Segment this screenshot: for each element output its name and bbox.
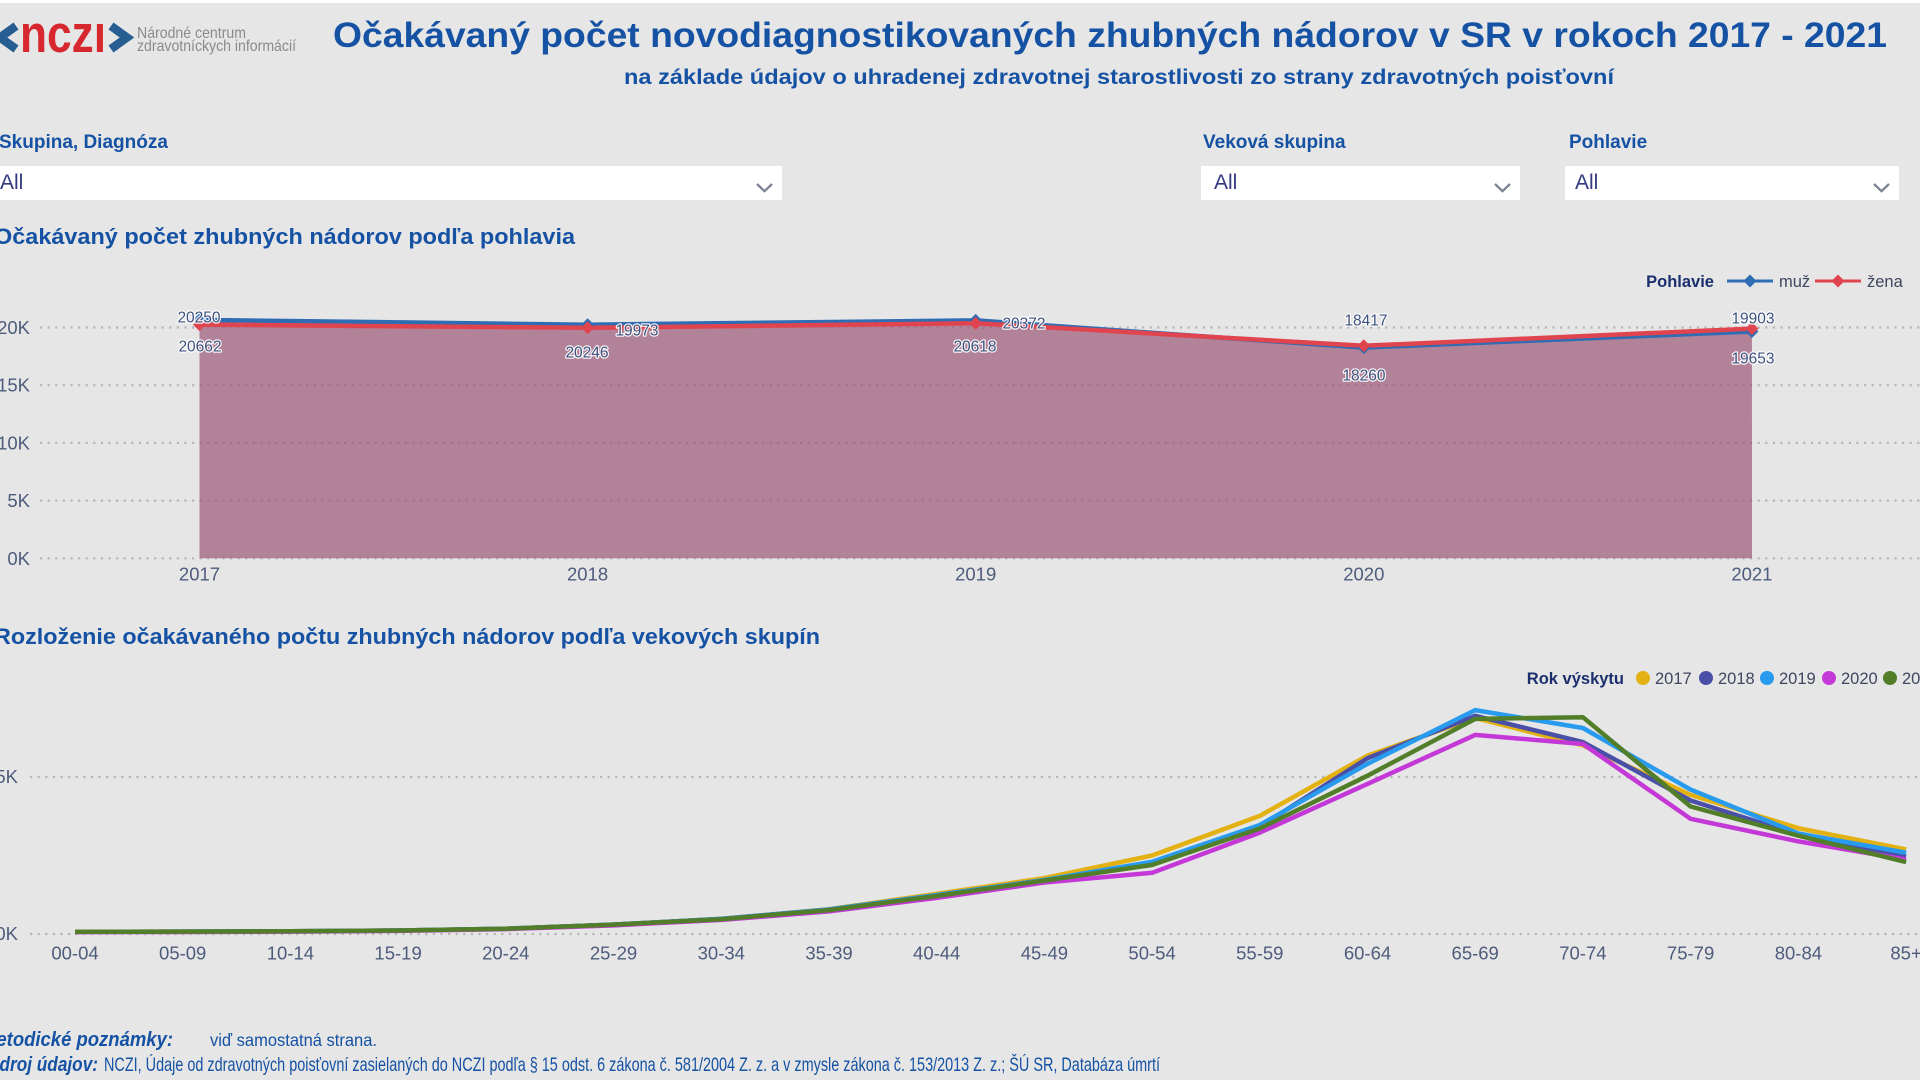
svg-text:18260: 18260 (1342, 368, 1385, 385)
svg-text:75-79: 75-79 (1667, 943, 1714, 964)
svg-text:05-09: 05-09 (159, 943, 206, 964)
svg-text:2017: 2017 (179, 564, 220, 585)
svg-text:20372: 20372 (1002, 316, 1045, 333)
svg-text:Zdroj údajov:: Zdroj údajov: (0, 1054, 98, 1076)
svg-text:2021: 2021 (1902, 670, 1920, 688)
svg-text:Rok výskytu: Rok výskytu (1527, 670, 1624, 688)
svg-text:19903: 19903 (1731, 311, 1774, 328)
svg-text:2018: 2018 (567, 564, 608, 585)
svg-text:Pohlavie: Pohlavie (1646, 273, 1714, 291)
svg-text:45-49: 45-49 (1021, 943, 1068, 964)
svg-text:19973: 19973 (615, 323, 658, 340)
svg-text:65-69: 65-69 (1452, 943, 1499, 964)
svg-text:žena: žena (1867, 273, 1904, 291)
svg-text:zdravotníckych informácií: zdravotníckych informácií (137, 38, 296, 55)
svg-text:50-54: 50-54 (1128, 943, 1175, 964)
svg-text:0K: 0K (7, 548, 30, 569)
svg-text:5K: 5K (0, 766, 19, 787)
svg-text:2019: 2019 (955, 564, 996, 585)
svg-text:viď samostatná strana.: viď samostatná strana. (210, 1030, 377, 1050)
svg-text:19653: 19653 (1731, 351, 1774, 368)
svg-text:70-74: 70-74 (1559, 943, 1606, 964)
svg-text:2017: 2017 (1655, 670, 1692, 688)
svg-text:20618: 20618 (953, 339, 996, 356)
svg-text:60-64: 60-64 (1344, 943, 1391, 964)
svg-text:Rozloženie očakávaného počtu z: Rozloženie očakávaného počtu zhubných ná… (0, 624, 820, 649)
svg-text:40-44: 40-44 (913, 943, 960, 964)
svg-text:25-29: 25-29 (590, 943, 637, 964)
svg-text:Národné centrum: Národné centrum (137, 25, 246, 42)
svg-text:10K: 10K (0, 432, 31, 453)
svg-text:2020: 2020 (1841, 670, 1878, 688)
svg-text:10-14: 10-14 (267, 943, 314, 964)
svg-text:Očakávaný počet zhubných nádor: Očakávaný počet zhubných nádorov podľa p… (0, 224, 576, 249)
svg-text:0K: 0K (0, 923, 19, 944)
svg-text:15K: 15K (0, 375, 31, 396)
svg-text:18417: 18417 (1344, 313, 1387, 330)
svg-text:5K: 5K (7, 490, 30, 511)
svg-text:Metodické poznámky:: Metodické poznámky: (0, 1029, 173, 1051)
svg-text:00-04: 00-04 (51, 943, 98, 964)
svg-text:20K: 20K (0, 317, 31, 338)
svg-text:80-84: 80-84 (1775, 943, 1822, 964)
svg-text:55-59: 55-59 (1236, 943, 1283, 964)
svg-text:muž: muž (1779, 273, 1810, 291)
svg-text:nczı: nczı (20, 20, 106, 64)
svg-text:15-19: 15-19 (374, 943, 421, 964)
svg-text:85+: 85+ (1890, 943, 1920, 964)
svg-text:20246: 20246 (565, 345, 608, 362)
svg-text:Očakávaný počet novodiagnostik: Očakávaný počet novodiagnostikovaných zh… (333, 16, 1887, 55)
svg-text:35-39: 35-39 (805, 943, 852, 964)
svg-text:20250: 20250 (177, 310, 220, 327)
svg-text:2020: 2020 (1343, 564, 1384, 585)
svg-text:30-34: 30-34 (698, 943, 745, 964)
svg-text:na základe údajov o uhradenej: na základe údajov o uhradenej zdravotnej… (624, 66, 1615, 89)
svg-text:20662: 20662 (178, 339, 221, 356)
svg-text:2019: 2019 (1779, 670, 1816, 688)
svg-text:NCZI, Údaje od zdravotných poi: NCZI, Údaje od zdravotných poisťovní zas… (104, 1053, 1160, 1076)
svg-text:2021: 2021 (1731, 564, 1772, 585)
svg-text:20-24: 20-24 (482, 943, 529, 964)
svg-text:2018: 2018 (1718, 670, 1755, 688)
